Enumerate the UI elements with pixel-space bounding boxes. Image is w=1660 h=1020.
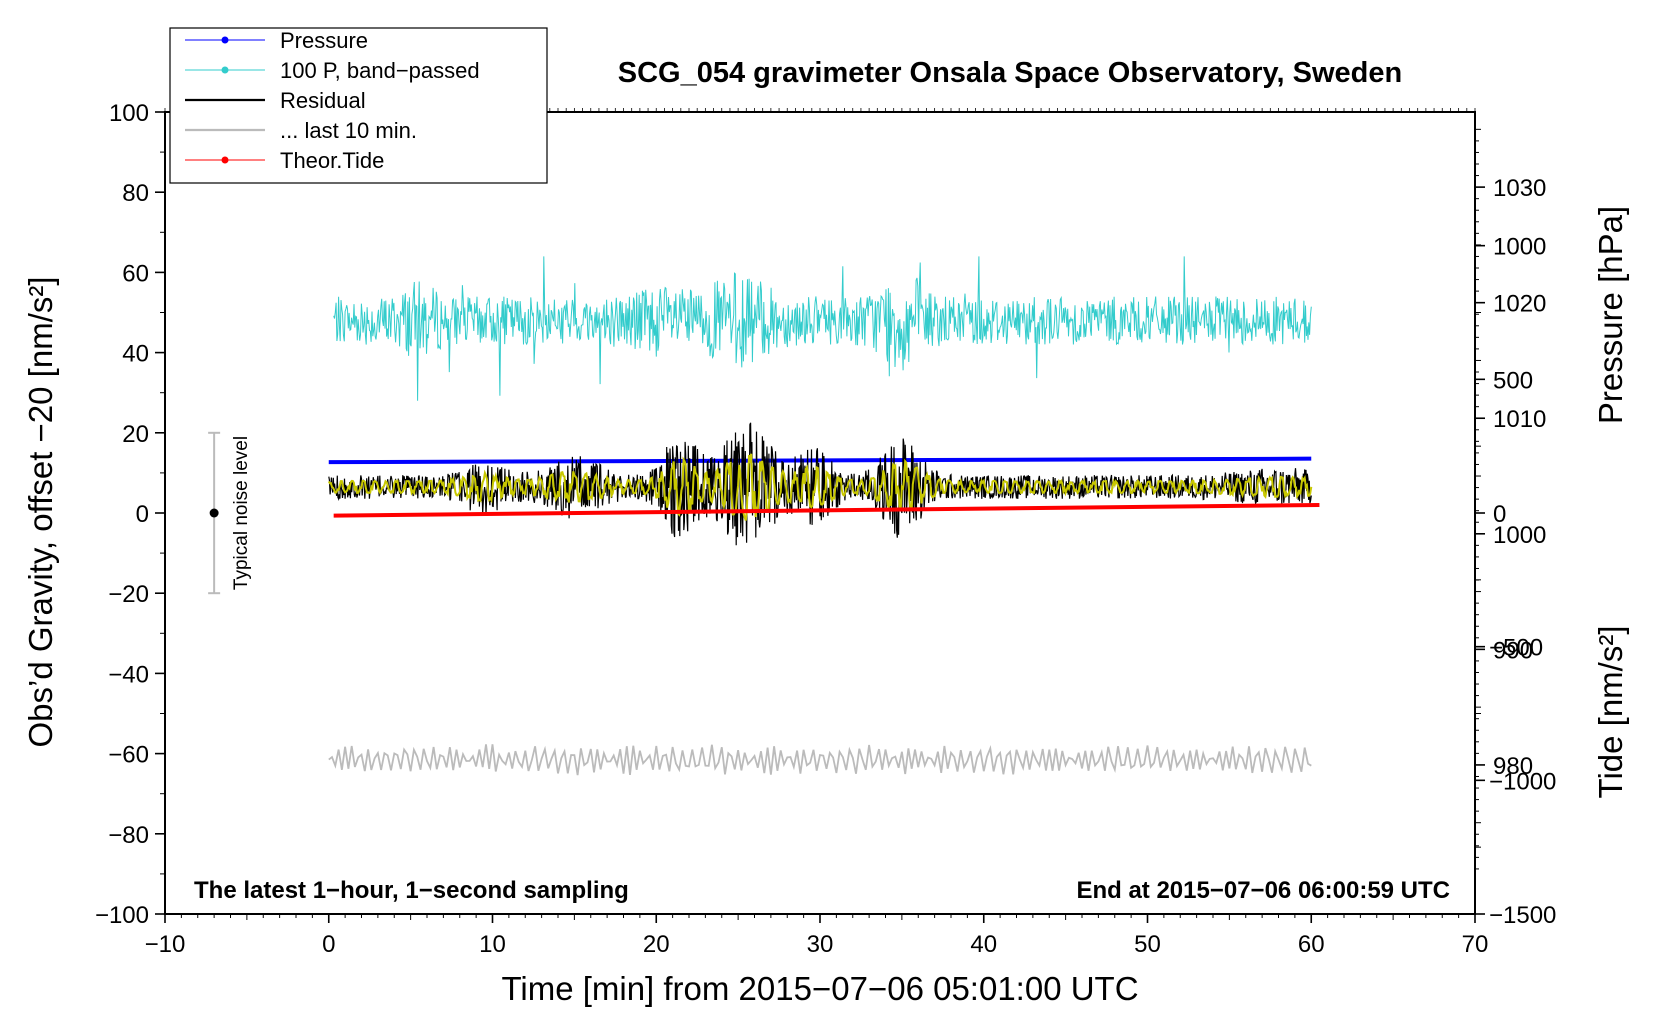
pressure-tick-label: 980 bbox=[1493, 753, 1533, 780]
series-layer bbox=[327, 256, 1320, 776]
series-residual-smoothed bbox=[327, 453, 1313, 521]
y-axis-title-gravity: Obs’d Gravity, offset −20 [nm/s²] bbox=[22, 276, 59, 747]
series-theor-tide bbox=[333, 502, 1320, 518]
y-tick-label: 60 bbox=[122, 260, 149, 287]
noise-bar-center bbox=[209, 508, 219, 518]
y-tick-label: 0 bbox=[136, 501, 149, 528]
y-axis-title-tide: Tide [nm/s²] bbox=[1592, 626, 1629, 799]
tide-tick-label: 0 bbox=[1493, 501, 1506, 528]
y-tick-label: 40 bbox=[122, 341, 149, 368]
pressure-tick-label: 990 bbox=[1493, 637, 1533, 664]
legend-marker bbox=[221, 66, 229, 74]
legend: Pressure 100 P, band−passed Residual ... la… bbox=[169, 27, 548, 184]
pressure-tick-label: 1020 bbox=[1493, 291, 1546, 318]
series-band-passed-pressure bbox=[333, 256, 1312, 401]
annotation-end-time: End at 2015−07−06 06:00:59 UTC bbox=[1076, 877, 1450, 904]
tide-tick-label: 1000 bbox=[1493, 234, 1546, 261]
series-pressure bbox=[328, 456, 1312, 465]
ticks-layer bbox=[155, 108, 1485, 923]
legend-label: Theor.Tide bbox=[280, 148, 384, 173]
pressure-tick-label: 1000 bbox=[1493, 522, 1546, 549]
x-tick-label: −10 bbox=[145, 931, 186, 958]
noise-level-marker bbox=[208, 431, 221, 595]
pressure-tick-label: 1030 bbox=[1493, 175, 1546, 202]
legend-label: Residual bbox=[280, 88, 366, 113]
y-tick-label: −60 bbox=[108, 742, 149, 769]
tide-tick-label: −1500 bbox=[1489, 902, 1556, 929]
tick-labels-layer: −10 0 10 20 30 40 50 60 70−100−80−60−40−20020406… bbox=[95, 100, 1556, 958]
y-tick-label: 80 bbox=[122, 180, 149, 207]
y-tick-label: 20 bbox=[122, 421, 149, 448]
legend-label: Pressure bbox=[280, 28, 368, 53]
legend-marker bbox=[221, 156, 229, 164]
x-tick-label: 50 bbox=[1134, 931, 1161, 958]
y-tick-label: −80 bbox=[108, 822, 149, 849]
x-tick-label: 70 bbox=[1462, 931, 1489, 958]
y-tick-label: 100 bbox=[109, 100, 149, 127]
series-last-10-min bbox=[328, 744, 1312, 776]
x-tick-label: 20 bbox=[643, 931, 670, 958]
legend-label: ... last 10 min. bbox=[280, 118, 417, 143]
legend-marker bbox=[221, 36, 229, 44]
annotation-sampling: The latest 1−hour, 1−second sampling bbox=[194, 877, 629, 904]
x-tick-label: 30 bbox=[807, 931, 834, 958]
x-tick-label: 10 bbox=[479, 931, 506, 958]
x-tick-label: 40 bbox=[970, 931, 997, 958]
chart-title: SCG_054 gravimeter Onsala Space Observat… bbox=[618, 57, 1402, 89]
x-tick-label: 0 bbox=[322, 931, 335, 958]
legend-label: 100 P, band−passed bbox=[280, 58, 480, 83]
y-axis-title-pressure: Pressure [hPa] bbox=[1592, 206, 1629, 424]
tide-tick-label: −500 bbox=[1489, 635, 1543, 662]
tide-tick-label: 500 bbox=[1493, 367, 1533, 394]
tide-tick-label: −1000 bbox=[1489, 768, 1556, 795]
y-tick-label: −40 bbox=[108, 661, 149, 688]
x-axis-title: Time [min] from 2015−07−06 05:01:00 UTC bbox=[501, 970, 1138, 1007]
legend-box bbox=[169, 27, 548, 184]
y-tick-label: −100 bbox=[95, 902, 149, 929]
series-residual bbox=[328, 422, 1312, 546]
y-tick-label: −20 bbox=[108, 581, 149, 608]
noise-level-label: Typical noise level bbox=[231, 436, 252, 590]
pressure-tick-label: 1010 bbox=[1493, 406, 1546, 433]
x-tick-label: 60 bbox=[1298, 931, 1325, 958]
